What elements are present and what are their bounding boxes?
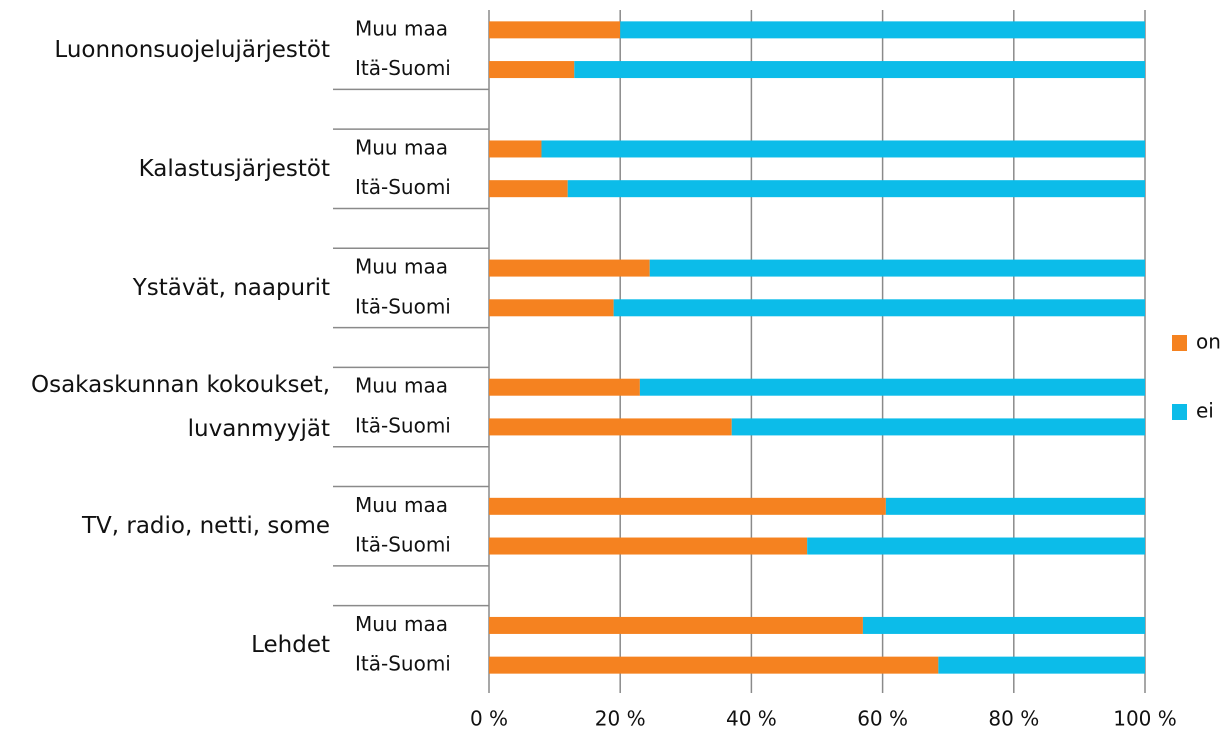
x-tick-label: 100 %	[1113, 707, 1177, 731]
category-label: Itä-Suomi	[355, 652, 451, 676]
legend-label: ei	[1196, 399, 1214, 423]
group-label: Luonnonsuojelujärjestöt	[54, 36, 330, 63]
bar-segment	[489, 656, 939, 674]
bar-segment	[489, 418, 732, 436]
legend-swatch	[1172, 335, 1187, 351]
legend-swatch	[1172, 404, 1187, 420]
group-label: TV, radio, netti, some	[81, 513, 330, 540]
category-label: Muu maa	[355, 493, 448, 517]
category-label: Itä-Suomi	[355, 533, 451, 557]
bar-segment	[639, 378, 1145, 396]
bar-segment	[489, 180, 568, 198]
bar-segment	[731, 418, 1145, 436]
category-label: Muu maa	[355, 374, 448, 398]
x-tick-label: 20 %	[595, 707, 646, 731]
bar-segment	[649, 259, 1145, 277]
bar-segment	[613, 299, 1145, 317]
bar-segment	[938, 656, 1145, 674]
bar-segment	[620, 21, 1145, 39]
category-label: Muu maa	[355, 255, 448, 279]
legend-label: on	[1196, 330, 1221, 354]
x-tick-label: 0 %	[470, 707, 508, 731]
bar-segment	[807, 537, 1145, 555]
category-label: Muu maa	[355, 16, 448, 40]
bar-segment	[541, 140, 1145, 158]
category-label: Muu maa	[355, 612, 448, 636]
bar-segment	[489, 497, 886, 515]
group-label: Osakaskunnan kokoukset, luvanmyyjät	[31, 372, 330, 443]
bar-segment	[489, 616, 863, 634]
category-label: Itä-Suomi	[355, 413, 451, 437]
bar-segment	[862, 616, 1145, 634]
bar-segment	[489, 378, 640, 396]
bar-segment	[885, 497, 1145, 515]
bar-segment	[567, 180, 1145, 198]
bar-segment	[489, 21, 621, 39]
bar-segment	[489, 140, 542, 158]
bar-segment	[489, 61, 575, 79]
category-label: Itä-Suomi	[355, 56, 451, 80]
bar-segment	[489, 537, 808, 555]
category-label: Muu maa	[355, 135, 448, 159]
x-tick-label: 60 %	[857, 707, 908, 731]
bar-segment	[489, 299, 614, 317]
bar-segment	[489, 259, 650, 277]
group-label: Ystävät, naapurit	[132, 274, 330, 301]
group-label: Lehdet	[251, 632, 330, 659]
x-tick-label: 80 %	[988, 707, 1039, 731]
category-label: Itä-Suomi	[355, 175, 451, 199]
group-label: Kalastusjärjestöt	[138, 155, 330, 182]
category-label: Itä-Suomi	[355, 294, 451, 318]
bar-segment	[574, 61, 1145, 79]
x-tick-label: 40 %	[726, 707, 777, 731]
